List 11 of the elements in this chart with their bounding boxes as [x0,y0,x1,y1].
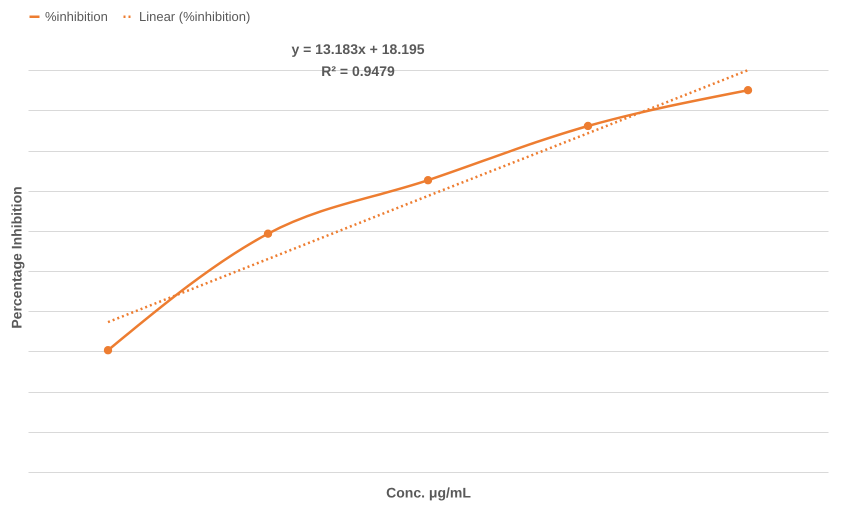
point [104,346,112,354]
point [584,122,592,130]
legend-label: %inhibition [45,8,108,24]
legend-label: Linear (%inhibition) [139,8,250,24]
text: y = 13.183x + 18.195 [291,41,425,57]
x-axis-title: Conc. μg/mL [386,484,472,500]
annotation: R² = 0.9479 [321,63,395,79]
point [264,230,272,238]
point [744,86,752,94]
y-axis-title: Percentage Inhibition [8,186,24,329]
point [424,176,432,184]
